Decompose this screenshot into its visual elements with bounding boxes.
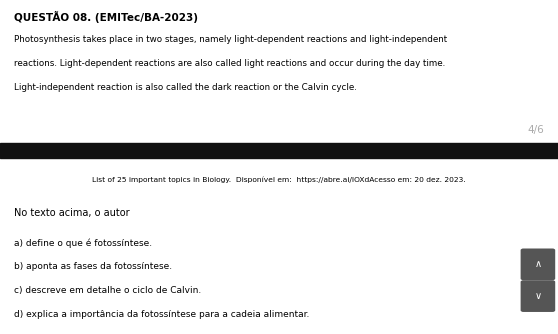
Text: ∨: ∨: [535, 291, 541, 301]
Text: d) explica a importância da fotossíntese para a cadeia alimentar.: d) explica a importância da fotossíntese…: [14, 310, 309, 319]
Text: QUESTÃO 08. (EMITec/BA-2023): QUESTÃO 08. (EMITec/BA-2023): [14, 11, 198, 23]
FancyBboxPatch shape: [521, 248, 555, 280]
Text: List of 25 important topics in Biology.  Disponível em:  https://abre.ai/IOXdAce: List of 25 important topics in Biology. …: [92, 176, 466, 183]
Text: No texto acima, o autor: No texto acima, o autor: [14, 208, 129, 218]
Text: c) descreve em detalhe o ciclo de Calvin.: c) descreve em detalhe o ciclo de Calvin…: [14, 286, 201, 295]
Text: a) define o que é fotossíntese.: a) define o que é fotossíntese.: [14, 238, 152, 247]
Text: 4/6: 4/6: [527, 125, 544, 135]
FancyBboxPatch shape: [521, 280, 555, 312]
Bar: [0, 143, 558, 158]
Text: Photosynthesis takes place in two stages, namely light-dependent reactions and l: Photosynthesis takes place in two stages…: [14, 35, 447, 44]
Text: ∧: ∧: [535, 260, 541, 269]
Text: Light-independent reaction is also called the dark reaction or the Calvin cycle.: Light-independent reaction is also calle…: [14, 83, 357, 92]
Text: b) aponta as fases da fotossíntese.: b) aponta as fases da fotossíntese.: [14, 262, 172, 271]
Text: reactions. Light-dependent reactions are also called light reactions and occur d: reactions. Light-dependent reactions are…: [14, 59, 445, 68]
